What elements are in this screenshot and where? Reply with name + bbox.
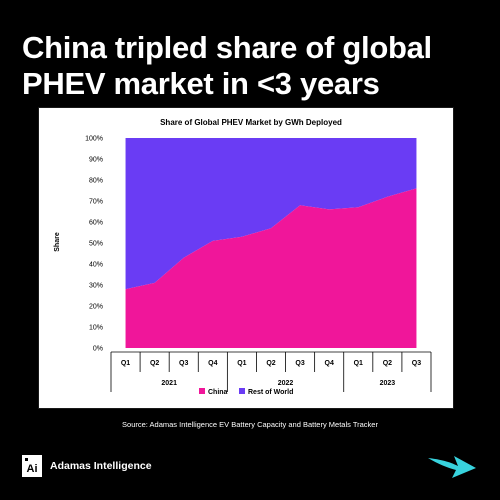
legend-swatch bbox=[239, 388, 245, 394]
y-tick-label: 70% bbox=[89, 199, 103, 206]
source-note: Source: Adamas Intelligence EV Battery C… bbox=[122, 420, 378, 429]
x-tick-label: Q4 bbox=[325, 360, 334, 367]
brand-footer: Ai Adamas Intelligence bbox=[22, 455, 152, 477]
chart-title: Share of Global PHEV Market by GWh Deplo… bbox=[160, 118, 342, 127]
x-year-label: 2023 bbox=[380, 380, 396, 387]
x-tick-label: Q1 bbox=[121, 360, 130, 367]
legend-label: China bbox=[208, 389, 228, 396]
y-tick-label: 40% bbox=[89, 262, 103, 269]
arrow-right-icon[interactable] bbox=[424, 448, 480, 489]
x-tick-label: Q4 bbox=[208, 360, 217, 367]
x-tick-label: Q2 bbox=[266, 360, 275, 367]
chart-panel: Share of Global PHEV Market by GWh Deplo… bbox=[38, 107, 454, 409]
y-tick-label: 30% bbox=[89, 283, 103, 290]
area-chart: Share of Global PHEV Market by GWh Deplo… bbox=[54, 118, 432, 396]
x-tick-label: Q3 bbox=[295, 360, 304, 367]
brand-name: Adamas Intelligence bbox=[50, 460, 152, 472]
y-tick-label: 100% bbox=[85, 136, 103, 143]
legend-swatch bbox=[199, 388, 205, 394]
y-tick-label: 60% bbox=[89, 220, 103, 227]
x-year-label: 2021 bbox=[161, 380, 177, 387]
x-tick-label: Q3 bbox=[412, 360, 421, 367]
x-tick-label: Q3 bbox=[179, 360, 188, 367]
x-tick-label: Q2 bbox=[150, 360, 159, 367]
y-tick-label: 50% bbox=[89, 241, 103, 248]
logo-text: Ai bbox=[26, 463, 38, 475]
y-tick-label: 90% bbox=[89, 157, 103, 164]
y-tick-label: 0% bbox=[93, 346, 103, 353]
headline-line-1: China tripled share of global bbox=[22, 30, 432, 65]
series-area-rest-of-world bbox=[125, 138, 417, 290]
y-tick-label: 10% bbox=[89, 325, 103, 332]
page-title: China tripled share of global PHEV marke… bbox=[22, 30, 482, 102]
x-tick-label: Q1 bbox=[237, 360, 246, 367]
x-year-label: 2022 bbox=[278, 380, 294, 387]
adamas-logo: Ai bbox=[22, 455, 42, 477]
x-tick-label: Q2 bbox=[383, 360, 392, 367]
y-axis-label: Share bbox=[54, 232, 61, 252]
y-tick-label: 20% bbox=[89, 304, 103, 311]
legend-label: Rest of World bbox=[248, 389, 293, 396]
y-tick-label: 80% bbox=[89, 178, 103, 185]
series-area-china bbox=[125, 188, 417, 348]
headline-line-2: PHEV market in <3 years bbox=[22, 66, 380, 101]
x-tick-label: Q1 bbox=[354, 360, 363, 367]
